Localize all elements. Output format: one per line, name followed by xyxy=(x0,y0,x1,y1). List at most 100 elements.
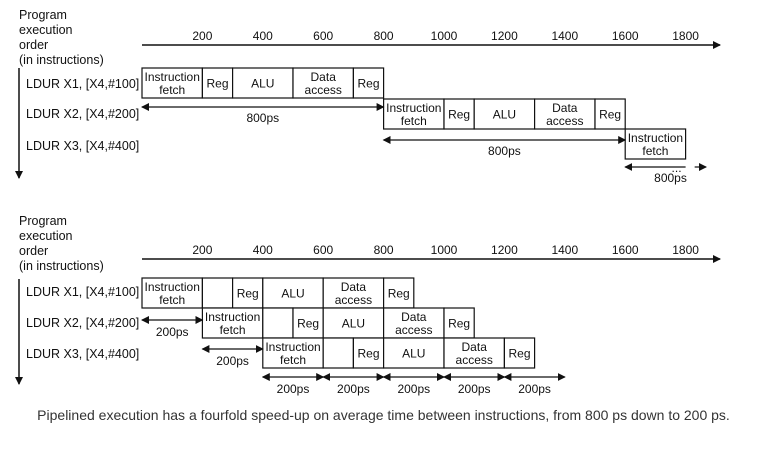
stage-label: access xyxy=(335,293,372,307)
stage-box-mem xyxy=(383,307,445,339)
stage-label: ALU xyxy=(493,108,516,122)
stage-box-mem xyxy=(292,67,355,99)
instruction-label: LDUR X2, [X4,#200] xyxy=(26,316,140,330)
time-tick-label: 1200 xyxy=(491,29,518,43)
stage-label: fetch xyxy=(401,114,427,128)
stage-label: Instruction xyxy=(145,280,200,294)
order-axis-label-top: Program execution order (in instructions… xyxy=(19,8,104,68)
time-tick-label: 1800 xyxy=(672,243,699,257)
stage-label: access xyxy=(456,353,493,367)
stage-box-alu xyxy=(232,67,294,99)
time-tick-label: 400 xyxy=(253,29,273,43)
stage-label: Data xyxy=(341,280,367,294)
stage-label: Reg xyxy=(297,317,319,331)
order-axis-label-line: order xyxy=(19,38,49,52)
stage-label: Reg xyxy=(206,77,228,91)
stage-label: fetch xyxy=(642,144,668,158)
stage-box-reg xyxy=(443,98,475,130)
stage-box-fetch xyxy=(262,337,324,369)
order-axis-label-line: Program xyxy=(19,214,67,228)
stage-label: Reg xyxy=(357,347,379,361)
time-tick-label: 200 xyxy=(192,243,212,257)
stage-label: access xyxy=(395,323,432,337)
time-tick-label: 1000 xyxy=(431,243,458,257)
interval-label: 200ps xyxy=(216,354,249,368)
order-axis-label-line: (in instructions) xyxy=(19,53,104,67)
stage-label: Reg xyxy=(508,347,530,361)
interval-label: 800ps xyxy=(488,144,521,158)
stage-label: Instruction xyxy=(386,101,441,115)
stage-label: fetch xyxy=(280,353,306,367)
instruction-label: LDUR X1, [X4,#100] xyxy=(26,77,140,91)
stage-label: Reg xyxy=(599,108,621,122)
time-tick-label: 1400 xyxy=(551,29,578,43)
interval-label: 800ps xyxy=(246,111,279,125)
stage-box-alu xyxy=(262,277,324,309)
interval-label: 800ps xyxy=(654,171,687,185)
stage-label: access xyxy=(546,114,583,128)
stage-label: ALU xyxy=(402,347,425,361)
instruction-label: LDUR X3, [X4,#400] xyxy=(26,347,140,361)
stage-label: fetch xyxy=(220,323,246,337)
time-tick-label: 1400 xyxy=(551,243,578,257)
stage-label: ALU xyxy=(251,77,274,91)
time-tick-label: 600 xyxy=(313,243,333,257)
stage-label: Data xyxy=(401,310,427,324)
stage-label: Reg xyxy=(448,317,470,331)
stage-box-reg xyxy=(503,337,536,369)
idle-slot xyxy=(262,307,294,339)
order-axis-label-line: execution xyxy=(19,23,73,37)
pipelined-diagram: 200 400 600 800 1000 1200 1400 1600 1800 Instruct… xyxy=(15,243,721,396)
time-tick-label: 400 xyxy=(253,243,273,257)
interval-label: 200ps xyxy=(518,382,551,396)
stage-box-reg xyxy=(201,67,234,99)
instruction-label: LDUR X1, [X4,#100] xyxy=(26,285,140,299)
time-tick-label: 1600 xyxy=(612,29,639,43)
stage-box-fetch xyxy=(383,98,445,130)
interval-label: 200ps xyxy=(156,325,189,339)
interval-label: 200ps xyxy=(458,382,491,396)
stage-label: Reg xyxy=(357,77,379,91)
interval-label: 200ps xyxy=(277,382,310,396)
stage-label: Instruction xyxy=(145,70,200,84)
time-tick-label: 800 xyxy=(374,243,394,257)
order-axis-label-line: order xyxy=(19,244,49,258)
stage-label: Data xyxy=(552,101,578,115)
stage-box-reg xyxy=(352,337,385,369)
interval-label: 200ps xyxy=(397,382,430,396)
stage-label: Reg xyxy=(237,287,259,301)
stage-label: fetch xyxy=(159,293,185,307)
order-axis-label-line: execution xyxy=(19,229,73,243)
time-tick-label: 1200 xyxy=(491,243,518,257)
idle-slot xyxy=(201,277,234,309)
stage-label: ALU xyxy=(342,317,365,331)
non-pipelined-diagram: 200 400 600 800 1000 1200 1400 1600 1800 Instruct… xyxy=(15,29,721,185)
time-tick-label: 1000 xyxy=(431,29,458,43)
stage-box-reg xyxy=(352,67,385,99)
stage-label: Instruction xyxy=(205,310,260,324)
stage-label: Data xyxy=(462,340,488,354)
instruction-label: LDUR X2, [X4,#200] xyxy=(26,107,140,121)
stage-label: ALU xyxy=(281,287,304,301)
time-tick-label: 1600 xyxy=(612,243,639,257)
stage-label: Data xyxy=(311,70,337,84)
stage-label: Reg xyxy=(388,287,410,301)
interval-ellipsis: ... xyxy=(672,161,682,175)
stage-box-fetch xyxy=(624,128,687,160)
stage-box-reg xyxy=(443,307,475,339)
stage-box-alu xyxy=(383,337,445,369)
time-tick-label: 1800 xyxy=(672,29,699,43)
order-axis-label-line: (in instructions) xyxy=(19,259,104,273)
stage-box-reg xyxy=(594,98,626,130)
figure-caption: Pipelined execution has a fourfold speed… xyxy=(37,407,730,423)
stage-label: Reg xyxy=(448,108,470,122)
stage-box-mem xyxy=(533,98,596,130)
order-axis-label-bottom: Program execution order (in instructions… xyxy=(19,214,104,274)
time-tick-label: 600 xyxy=(313,29,333,43)
interval-label: 200ps xyxy=(337,382,370,396)
idle-slot xyxy=(322,337,355,369)
instruction-label: LDUR X3, [X4,#400] xyxy=(26,139,140,153)
stage-label: access xyxy=(305,83,342,97)
stage-label: Instruction xyxy=(628,131,683,145)
